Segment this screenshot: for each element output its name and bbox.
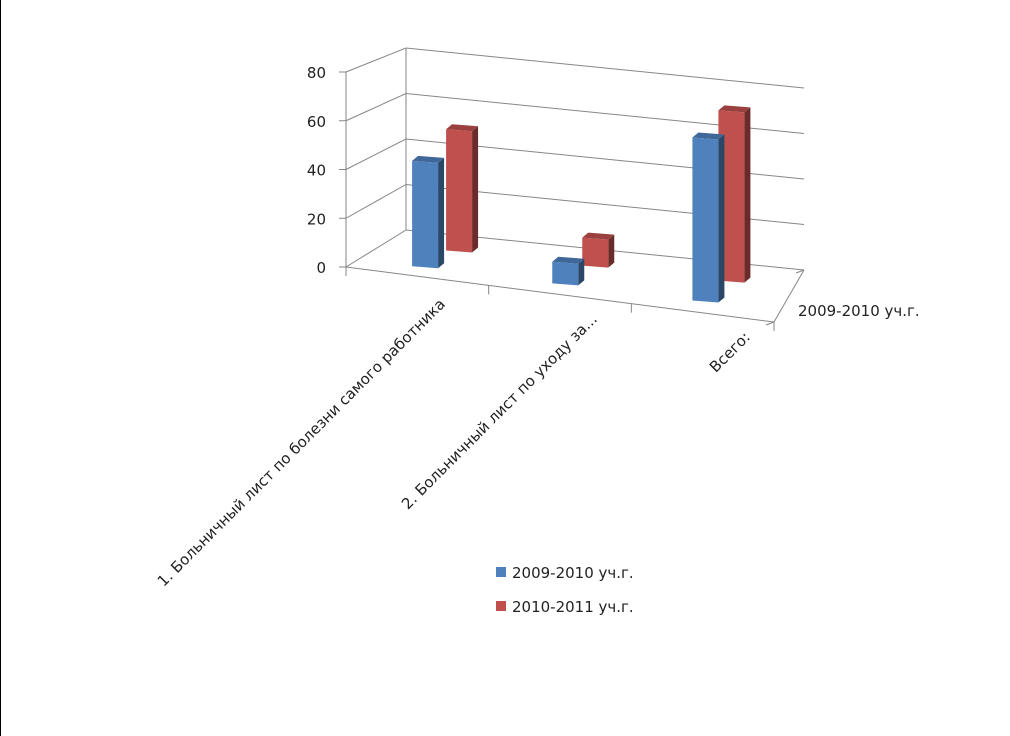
depth-axis-line (773, 269, 805, 323)
legend: 2009-2010 уч.г. 2010-2011 уч.г. (496, 564, 634, 616)
bar-top (692, 132, 725, 140)
bar-top (552, 256, 585, 264)
bar-top (718, 105, 751, 113)
x-axis-line (345, 266, 775, 323)
gridline-80 (345, 47, 805, 89)
x-tick-label: 1. Больничный лист по болезни самого раб… (154, 295, 449, 590)
bar-front (692, 137, 719, 303)
depth-tick-mark (765, 321, 775, 326)
bar-side (744, 107, 751, 283)
bar (718, 105, 751, 283)
x-ticks (345, 267, 775, 331)
y-tick-label: 60 (307, 113, 326, 131)
depth-tick-mark (795, 269, 805, 274)
bar-front (552, 261, 579, 286)
bar-front (446, 129, 473, 253)
legend-item: 2010-2011 уч.г. (496, 598, 634, 616)
bar (582, 232, 615, 268)
x-tick-labels: 1. Больничный лист по болезни самого раб… (154, 295, 754, 590)
x-tick-label: Всего: (706, 328, 754, 376)
bar-side (718, 134, 725, 303)
bar-top (412, 155, 445, 163)
depth-axis-label: 2009-2010 уч.г. (798, 302, 920, 320)
bar-side (578, 258, 585, 286)
x-tick-label: 2. Больничный лист по уходу за... (398, 310, 601, 513)
bar (552, 256, 585, 286)
bars (412, 105, 751, 303)
bar-side (438, 157, 445, 269)
legend-item: 2009-2010 уч.г. (496, 564, 634, 582)
bar-side (608, 234, 615, 268)
bar-side (472, 126, 479, 253)
y-tick-label: 40 (307, 162, 326, 180)
y-tick-label: 20 (307, 210, 326, 228)
series-1 (412, 132, 725, 303)
legend-swatch (496, 567, 506, 577)
bar (446, 124, 479, 253)
legend-swatch (496, 601, 506, 611)
y-tick-label: 0 (316, 259, 326, 277)
bar-front (718, 110, 745, 283)
y-tick-labels: 0 20 40 60 80 (307, 64, 346, 277)
y-tick-label: 80 (307, 64, 326, 82)
bar (692, 132, 725, 303)
legend-label: 2010-2011 уч.г. (512, 598, 634, 616)
bar-front (582, 237, 609, 268)
bar-front (412, 160, 439, 269)
bar-top (582, 232, 615, 240)
legend-label: 2009-2010 уч.г. (512, 564, 634, 582)
bar-top (446, 124, 479, 132)
bar (412, 155, 445, 269)
series-2 (446, 105, 751, 283)
